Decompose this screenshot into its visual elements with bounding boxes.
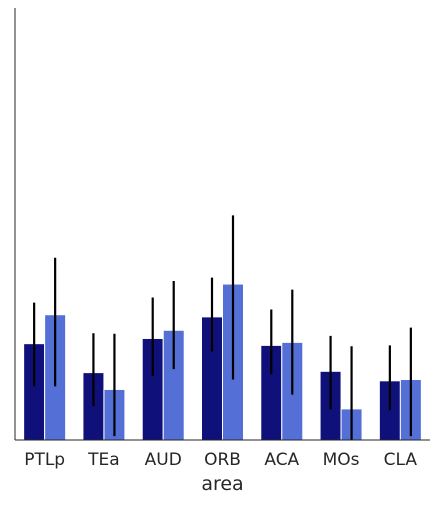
x-tick-label-tea: TEa [87,450,120,470]
x-tick-label-ptlp: PTLp [24,450,65,470]
bars-layer [23,283,422,441]
x-axis-title: area [201,473,243,495]
x-tick-label-aud: AUD [145,450,182,470]
x-tick-labels: PTLp TEa AUD ORB ACA MOs CLA [24,450,417,470]
x-tick-label-cla: CLA [384,450,418,470]
error-bars-layer [33,215,412,440]
x-tick-label-aca: ACA [264,450,299,470]
x-tick-label-orb: ORB [204,450,241,470]
x-tick-label-mos: MOs [323,450,360,470]
